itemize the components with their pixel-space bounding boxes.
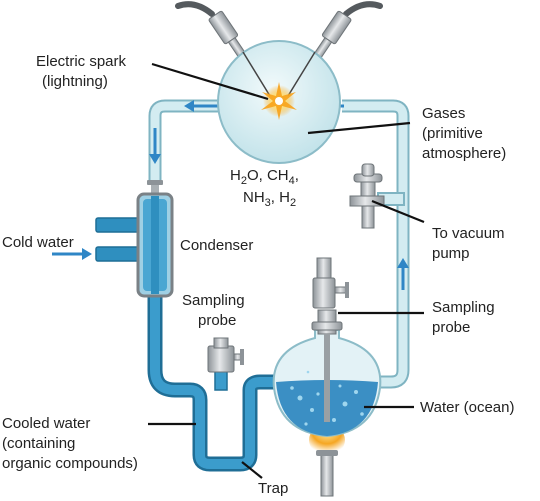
water-ocean-label: Water (ocean) (420, 399, 514, 416)
formula-line-1: H2O, CH4, (230, 167, 299, 187)
sampling-probe-right-label: Sampling probe (432, 299, 499, 336)
gases-label: Gases (primitive atmosphere) (422, 105, 506, 162)
condenser-label: Condenser (180, 237, 253, 254)
flow-arrow-down (149, 128, 161, 164)
flow-arrow-up (397, 258, 409, 290)
leader-lines (148, 62, 425, 479)
cold-water-label: Cold water (2, 234, 74, 251)
vacuum-stopcock (349, 163, 385, 229)
sampling-probe-left-label: Sampling probe (182, 292, 249, 329)
flask (272, 257, 382, 497)
to-vacuum-pump-label: To vacuum pump (432, 225, 509, 262)
water-tubing (147, 295, 290, 472)
trap-label: Trap (258, 480, 288, 497)
cold-water-arrow (52, 248, 92, 260)
condenser (95, 180, 174, 298)
electric-spark-label: Electric spark (lightning) (36, 53, 130, 90)
sampling-probe-left-valve (207, 337, 244, 373)
electric-spark (261, 82, 297, 120)
cooled-water-label: Cooled water (containing organic compoun… (2, 415, 138, 472)
formula-line-2: NH3, H2 (243, 189, 296, 209)
flow-arrow-left (184, 100, 222, 112)
